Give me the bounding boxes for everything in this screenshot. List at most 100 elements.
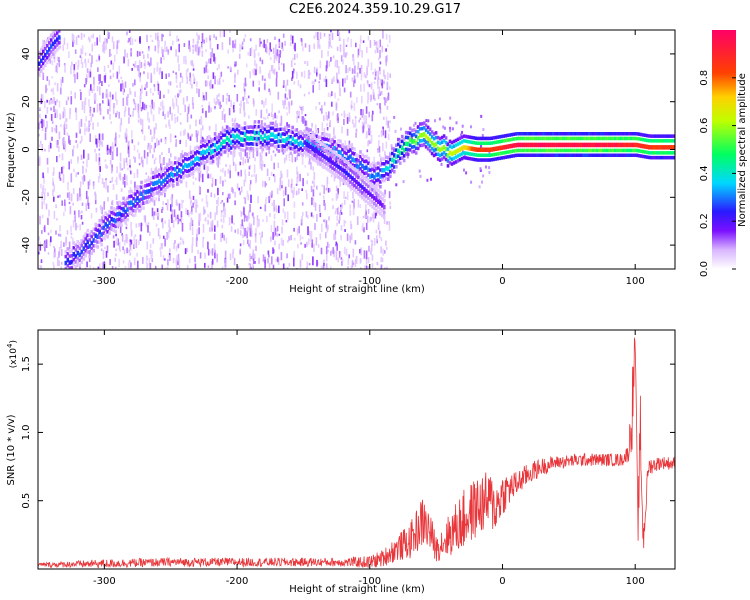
heatmap-cell [88, 254, 91, 259]
heatmap-cell [534, 132, 537, 136]
heatmap-cell [564, 132, 567, 136]
heatmap-cell [452, 161, 456, 165]
heatmap-cell [301, 136, 304, 140]
heatmap-cell [331, 166, 334, 170]
heatmap-cell [576, 132, 579, 136]
heatmap-cell [351, 170, 354, 174]
heatmap-cell [383, 168, 386, 173]
heatmap-cell [168, 173, 171, 178]
heatmap-cell [608, 136, 611, 141]
heatmap-cell [412, 149, 416, 154]
heatmap-cell [355, 179, 358, 185]
heatmap-cell [76, 256, 80, 261]
heatmap-cell [160, 170, 163, 174]
heatmap-cell [538, 132, 541, 136]
heatmap-cell [454, 149, 458, 154]
heatmap-cell [188, 173, 191, 178]
heatmap-cell [154, 180, 157, 186]
heatmap-cell [633, 132, 637, 136]
heatmap-cell [70, 265, 74, 269]
heatmap-cell [156, 186, 159, 190]
heatmap-cell [49, 55, 53, 59]
heatmap-cell [176, 165, 179, 170]
heatmap-cell [325, 132, 328, 137]
heatmap-cell [327, 133, 330, 138]
heatmap-cell [544, 153, 547, 157]
heatmap-cell [116, 201, 119, 205]
heatmap-cell [138, 192, 141, 196]
heatmap-cell [237, 135, 241, 140]
heatmap-cell [255, 147, 259, 151]
heatmap-cell [373, 181, 376, 185]
heatmap-cell [144, 184, 147, 188]
heatmap-cell [251, 142, 255, 146]
heatmap-cell [225, 130, 229, 134]
heatmap-cell [337, 155, 340, 160]
heatmap-cell [610, 148, 613, 153]
heatmap-cell [170, 182, 173, 187]
heatmap-cell [347, 144, 350, 149]
heatmap-cell [580, 136, 583, 141]
heatmap-cell [321, 136, 324, 141]
heatmap-cell [239, 137, 243, 142]
heatmap-cell [395, 143, 398, 147]
heatmap-cell [38, 67, 41, 71]
heatmap-cell [48, 41, 51, 45]
heatmap-cell [188, 156, 191, 161]
heatmap-cell [353, 188, 356, 193]
heatmap-cell [102, 225, 105, 231]
heatmap-cell [562, 136, 565, 141]
heatmap-cell [649, 145, 653, 150]
heatmap-cell [544, 148, 547, 153]
heatmap-cell [504, 144, 508, 150]
heatmap-cell [406, 141, 410, 147]
heatmap-cell [612, 132, 615, 136]
heatmap-cell [351, 186, 354, 191]
heatmap-cell [456, 137, 460, 142]
heatmap-cell [478, 158, 482, 162]
heatmap-cell [598, 142, 601, 148]
heatmap-cell [536, 148, 539, 153]
heatmap-cell [239, 126, 243, 130]
heatmap-cell [307, 154, 310, 158]
heatmap-cell [617, 148, 621, 153]
heatmap-cell [428, 149, 432, 153]
heatmap-cell [570, 148, 573, 153]
heatmap-cell [140, 191, 143, 196]
heatmap-cell [333, 172, 336, 177]
heatmap-cell [283, 132, 287, 137]
heatmap-cell [381, 157, 384, 161]
heatmap-cell [381, 192, 384, 196]
heatmap-cell [406, 135, 410, 140]
heatmap-cell [55, 48, 59, 52]
heatmap-cell [46, 56, 49, 60]
heatmap-cell [444, 157, 448, 162]
heatmap-cell [480, 153, 484, 157]
heatmap-cell [329, 156, 332, 160]
heatmap-cell [502, 145, 506, 150]
heatmap-cell [116, 218, 119, 222]
heatmap-cell [257, 130, 261, 136]
heatmap-cell [371, 183, 374, 187]
heatmap-cell [596, 153, 599, 157]
heatmap-cell [598, 148, 601, 153]
heatmap-cell [118, 222, 121, 226]
heatmap-cell [637, 137, 641, 141]
heatmap-cell [120, 206, 123, 211]
heatmap-cell [357, 158, 360, 163]
heatmap-cell [271, 126, 275, 130]
heatmap-cell [323, 154, 326, 160]
heatmap-cell [265, 135, 269, 141]
heatmap-cell [233, 124, 237, 128]
heatmap-cell [564, 153, 567, 157]
heatmap-cell [307, 139, 310, 144]
heatmap-cell [309, 133, 312, 138]
heatmap-cell [349, 185, 352, 189]
heatmap-cell [562, 132, 565, 136]
heatmap-cell [245, 142, 249, 146]
heatmap-cell [40, 69, 43, 73]
heatmap-cell [625, 142, 629, 148]
heatmap-cell [164, 183, 167, 187]
heatmap-cell [359, 172, 362, 177]
heatmap-cell [351, 182, 354, 186]
